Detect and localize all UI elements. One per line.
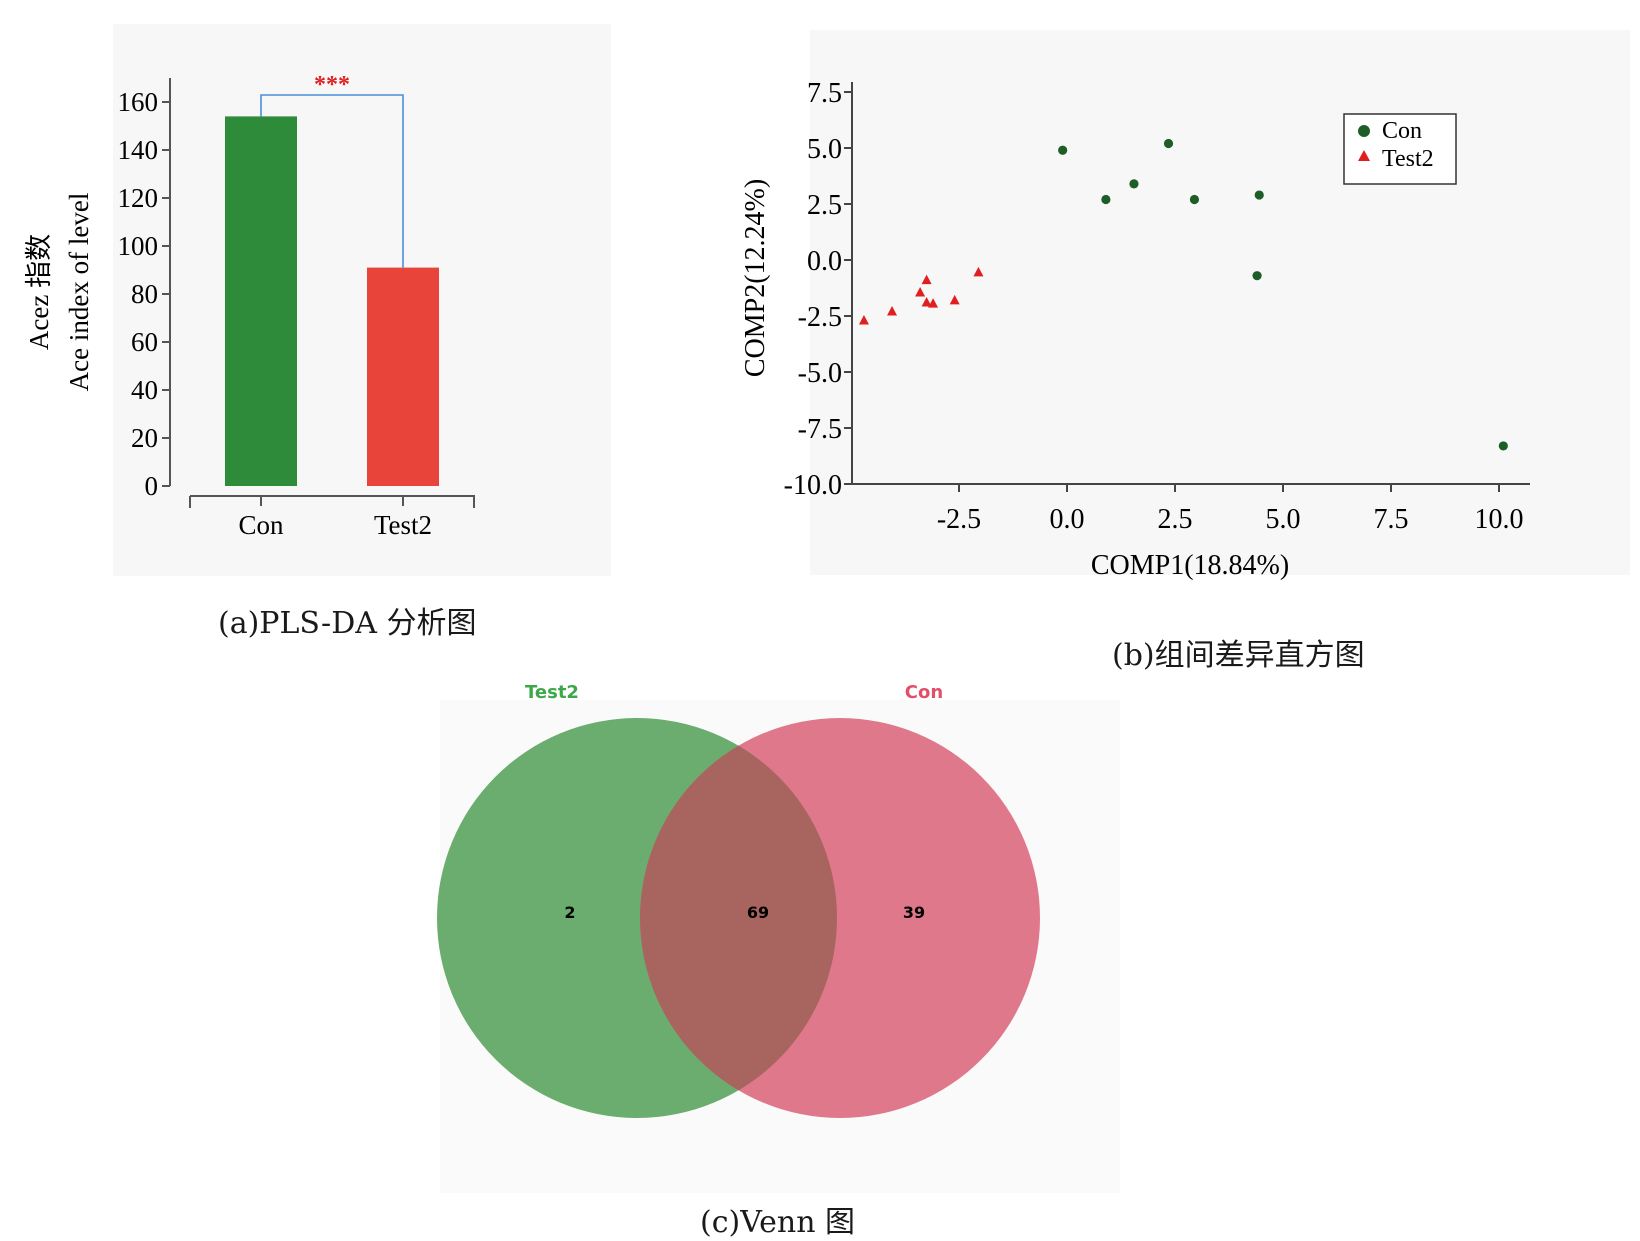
y-tick-label: 20 [131,423,158,453]
y-tick-label: 60 [131,327,158,357]
y-axis-label: COMP2(12.24%) [740,179,771,377]
test2-point [928,298,939,308]
legend-test2-marker [1358,150,1370,161]
y-tick-label: 100 [118,231,159,261]
panel-a-background [113,24,611,576]
con-point [1498,441,1508,451]
x-tick-label: 0.0 [1050,504,1085,535]
y-tick-label: -2.5 [798,302,842,333]
test2-point [887,306,898,316]
con-point [1189,194,1200,205]
caption-a: (a)PLS-DA 分析图 [218,606,477,641]
legend-test2-label: Test2 [1382,146,1434,172]
panel-c-venn-diagram: Test2 Con 2 69 39 (c)Venn 图 [420,682,1120,1240]
y-tick-label: 5.0 [807,134,842,165]
x-tick-label: -2.5 [937,504,981,535]
y-tick-label: 0 [145,471,159,501]
con-point [1163,138,1174,149]
y-tick-label: 0.0 [807,246,842,277]
caption-b: (b)组间差异直方图 [1112,638,1365,673]
significance-bracket [260,94,404,268]
panel-b-scatter-chart: 7.5 5.0 2.5 0.0 -2.5 -5.0 -7.5 -10.0 -2.5 0.0 2.5 5… [740,0,1640,673]
venn-diagram-svg: Test2 Con 2 69 39 [437,682,1040,1118]
test2-point [973,266,984,277]
test2-point [915,286,926,297]
con-point [1254,190,1264,200]
significance-label: *** [314,72,350,98]
con-point [1058,145,1068,155]
y-axis-label-line2: Ace index of level [64,193,94,392]
test2-point [949,294,960,305]
y-tick-label: 2.5 [807,190,842,221]
venn-label-test2: Test2 [525,682,579,703]
con-point [1101,194,1111,205]
test2-point [858,314,869,325]
y-tick-label: -7.5 [798,414,842,445]
venn-label-con: Con [905,682,943,703]
y-tick-label: 80 [131,279,158,309]
y-tick-label: 120 [118,183,159,213]
y-tick-label: 7.5 [807,78,842,109]
x-tick-label: Test2 [374,510,432,540]
venn-count-both: 69 [747,903,769,922]
x-tick-label: 7.5 [1374,504,1409,535]
test2-point [921,274,932,285]
panel-a-bar-chart: 0 20 40 60 80 100 120 140 160 Con Test2 *** Acez 指数 A… [0,0,620,641]
venn-overlap [639,745,837,1091]
bar-test2 [367,267,439,486]
x-tick-label: 2.5 [1158,504,1193,535]
x-tick-label: 5.0 [1266,504,1301,535]
test2-point [921,297,932,307]
legend-con-label: Con [1382,118,1422,144]
x-axis-line [189,495,475,508]
x-axis-label: COMP1(18.84%) [1091,550,1289,581]
x-tick-label: Con [238,510,284,540]
y-tick-label: -5.0 [798,358,842,389]
venn-count-con-only: 39 [903,903,925,922]
con-point [1129,179,1139,189]
y-axis-label-line1: Acez 指数 [24,234,54,350]
caption-c: (c)Venn 图 [700,1205,856,1240]
y-tick-label: 140 [118,135,159,165]
venn-count-test2-only: 2 [564,903,575,922]
y-tick-label: 40 [131,375,158,405]
legend-con-marker [1358,125,1370,137]
y-tick-label: -10.0 [784,470,842,501]
bar-chart-svg: 0 20 40 60 80 100 120 140 160 Con Test2 *** Acez 指数 A… [24,72,475,540]
con-point [1252,271,1262,281]
y-tick-label: 160 [118,87,159,117]
scatter-chart-svg: 7.5 5.0 2.5 0.0 -2.5 -5.0 -7.5 -10.0 -2.5 0.0 2.5 5… [740,78,1530,581]
x-tick-label: 10.0 [1475,504,1524,535]
bar-con [225,116,297,487]
